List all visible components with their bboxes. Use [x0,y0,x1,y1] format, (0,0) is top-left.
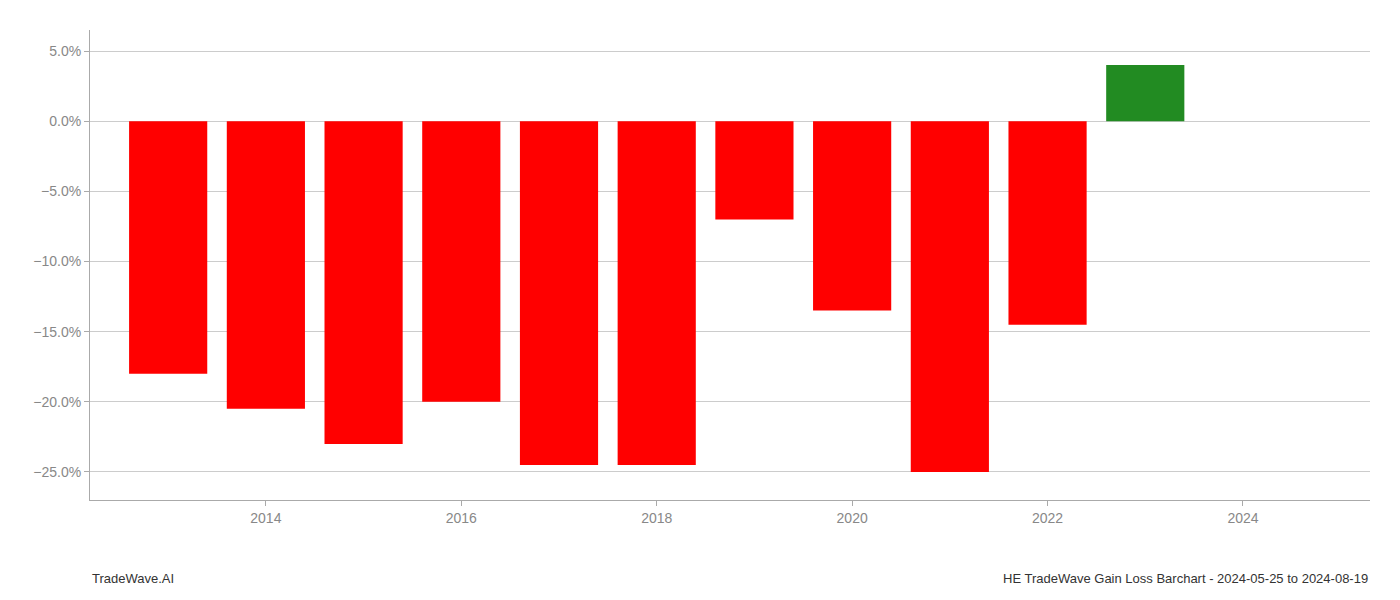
svg-text:5.0%: 5.0% [49,43,81,59]
svg-text:2020: 2020 [837,510,868,526]
svg-text:2022: 2022 [1032,510,1063,526]
svg-text:−10.0%: −10.0% [33,253,81,269]
svg-text:TradeWave.AI: TradeWave.AI [92,571,174,586]
svg-text:0.0%: 0.0% [49,113,81,129]
svg-text:2016: 2016 [446,510,477,526]
svg-text:2024: 2024 [1227,510,1258,526]
svg-text:2014: 2014 [250,510,281,526]
svg-text:−5.0%: −5.0% [41,183,81,199]
svg-text:−25.0%: −25.0% [33,464,81,480]
svg-text:−15.0%: −15.0% [33,324,81,340]
svg-text:HE TradeWave Gain Loss Barchar: HE TradeWave Gain Loss Barchart - 2024-0… [1003,571,1368,586]
svg-text:−20.0%: −20.0% [33,394,81,410]
svg-text:2018: 2018 [641,510,672,526]
